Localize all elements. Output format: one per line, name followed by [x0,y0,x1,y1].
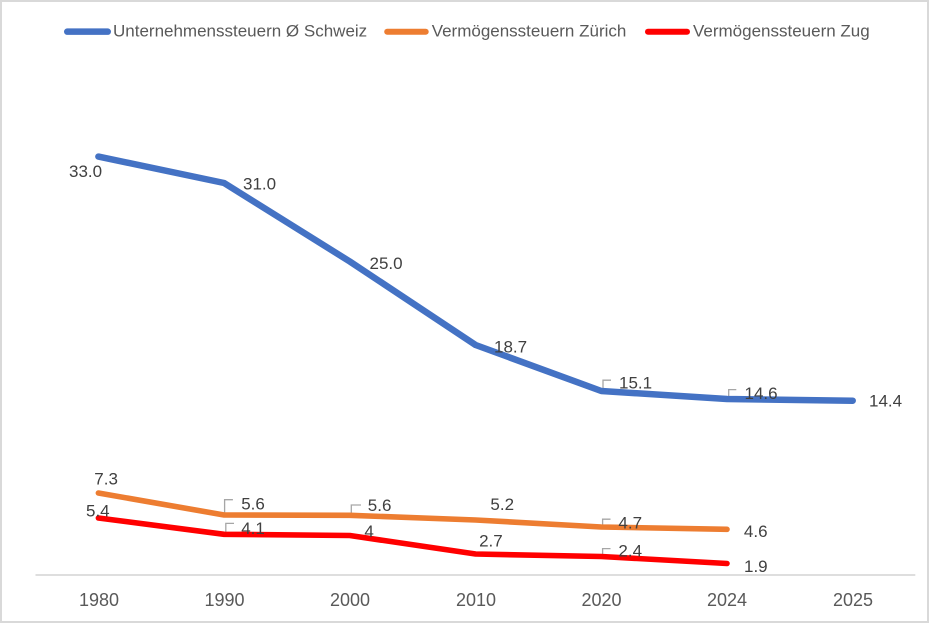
svg-text:5.4: 5.4 [86,502,110,521]
svg-text:4.6: 4.6 [744,522,768,541]
svg-text:Vermögenssteuern Zürich: Vermögenssteuern Zürich [432,22,627,41]
svg-text:Vermögenssteuern Zug: Vermögenssteuern Zug [693,22,870,41]
svg-text:5.6: 5.6 [241,495,265,514]
svg-text:31.0: 31.0 [243,174,276,193]
svg-text:2000: 2000 [330,590,370,610]
svg-text:15.1: 15.1 [619,373,652,392]
svg-text:4: 4 [364,522,373,541]
svg-text:2024: 2024 [707,590,747,610]
svg-text:1.9: 1.9 [744,557,768,576]
svg-text:25.0: 25.0 [370,254,403,273]
svg-text:14.4: 14.4 [869,391,902,410]
svg-text:Unternehmenssteuern Ø Schweiz: Unternehmenssteuern Ø Schweiz [113,22,367,41]
svg-text:2.4: 2.4 [618,542,642,561]
svg-text:2.7: 2.7 [479,532,503,551]
svg-text:18.7: 18.7 [494,337,527,356]
svg-text:33.0: 33.0 [69,162,102,181]
svg-text:14.6: 14.6 [745,384,778,403]
svg-text:5.6: 5.6 [368,496,392,515]
svg-text:7.3: 7.3 [94,469,118,488]
svg-text:4.7: 4.7 [618,513,642,532]
svg-text:1990: 1990 [204,590,244,610]
svg-text:2010: 2010 [456,590,496,610]
svg-text:1980: 1980 [79,590,119,610]
svg-text:5.2: 5.2 [490,495,514,514]
svg-text:2025: 2025 [833,590,873,610]
svg-text:4.1: 4.1 [241,519,265,538]
svg-text:2020: 2020 [581,590,621,610]
